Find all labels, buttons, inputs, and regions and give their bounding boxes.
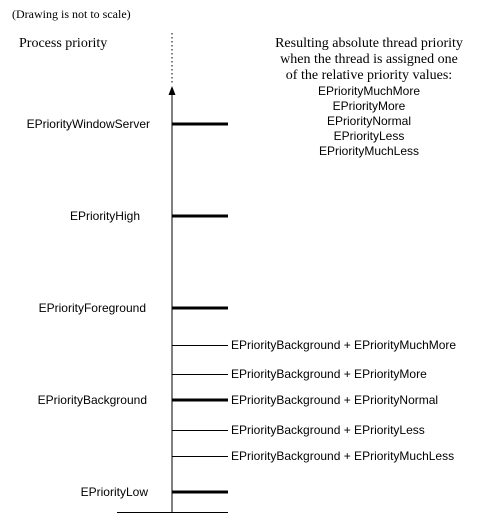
legend-value: EPriorityMuchMore — [317, 84, 421, 98]
level-label-background: EPriorityBackground — [37, 393, 147, 407]
level-label-low: EPriorityLow — [80, 485, 148, 499]
legend-heading-line: Resulting absolute thread priority — [275, 36, 463, 51]
legend-heading-line: when the thread is assigned one — [280, 52, 458, 67]
legend-value: EPriorityMuchLess — [318, 144, 420, 158]
axis-arrow-head — [168, 86, 176, 95]
bg-level-label-more: EPriorityBackground + EPriorityMore — [231, 367, 427, 381]
bg-level-label-less: EPriorityBackground + EPriorityLess — [231, 423, 425, 437]
bg-level-label-much-more: EPriorityBackground + EPriorityMuchMore — [231, 338, 457, 352]
level-label-foreground: EPriorityForeground — [38, 301, 146, 315]
legend-value: EPriorityLess — [333, 129, 405, 143]
legend-value: EPriorityMore — [332, 99, 406, 113]
legend-heading-line: of the relative priority values: — [285, 68, 453, 83]
bg-level-label-much-less: EPriorityBackground + EPriorityMuchLess — [231, 449, 455, 463]
scale-note: (Drawing is not to scale) — [12, 7, 131, 21]
legend-value: EPriorityNormal — [326, 114, 411, 128]
level-label-high: EPriorityHigh — [69, 209, 140, 223]
legend: Resulting absolute thread priority when … — [260, 36, 478, 159]
bg-level-label-normal: EPriorityBackground + EPriorityNormal — [231, 393, 439, 407]
level-label-window-server: EPriorityWindowServer — [26, 117, 150, 131]
axis-title: Process priority — [19, 36, 108, 51]
